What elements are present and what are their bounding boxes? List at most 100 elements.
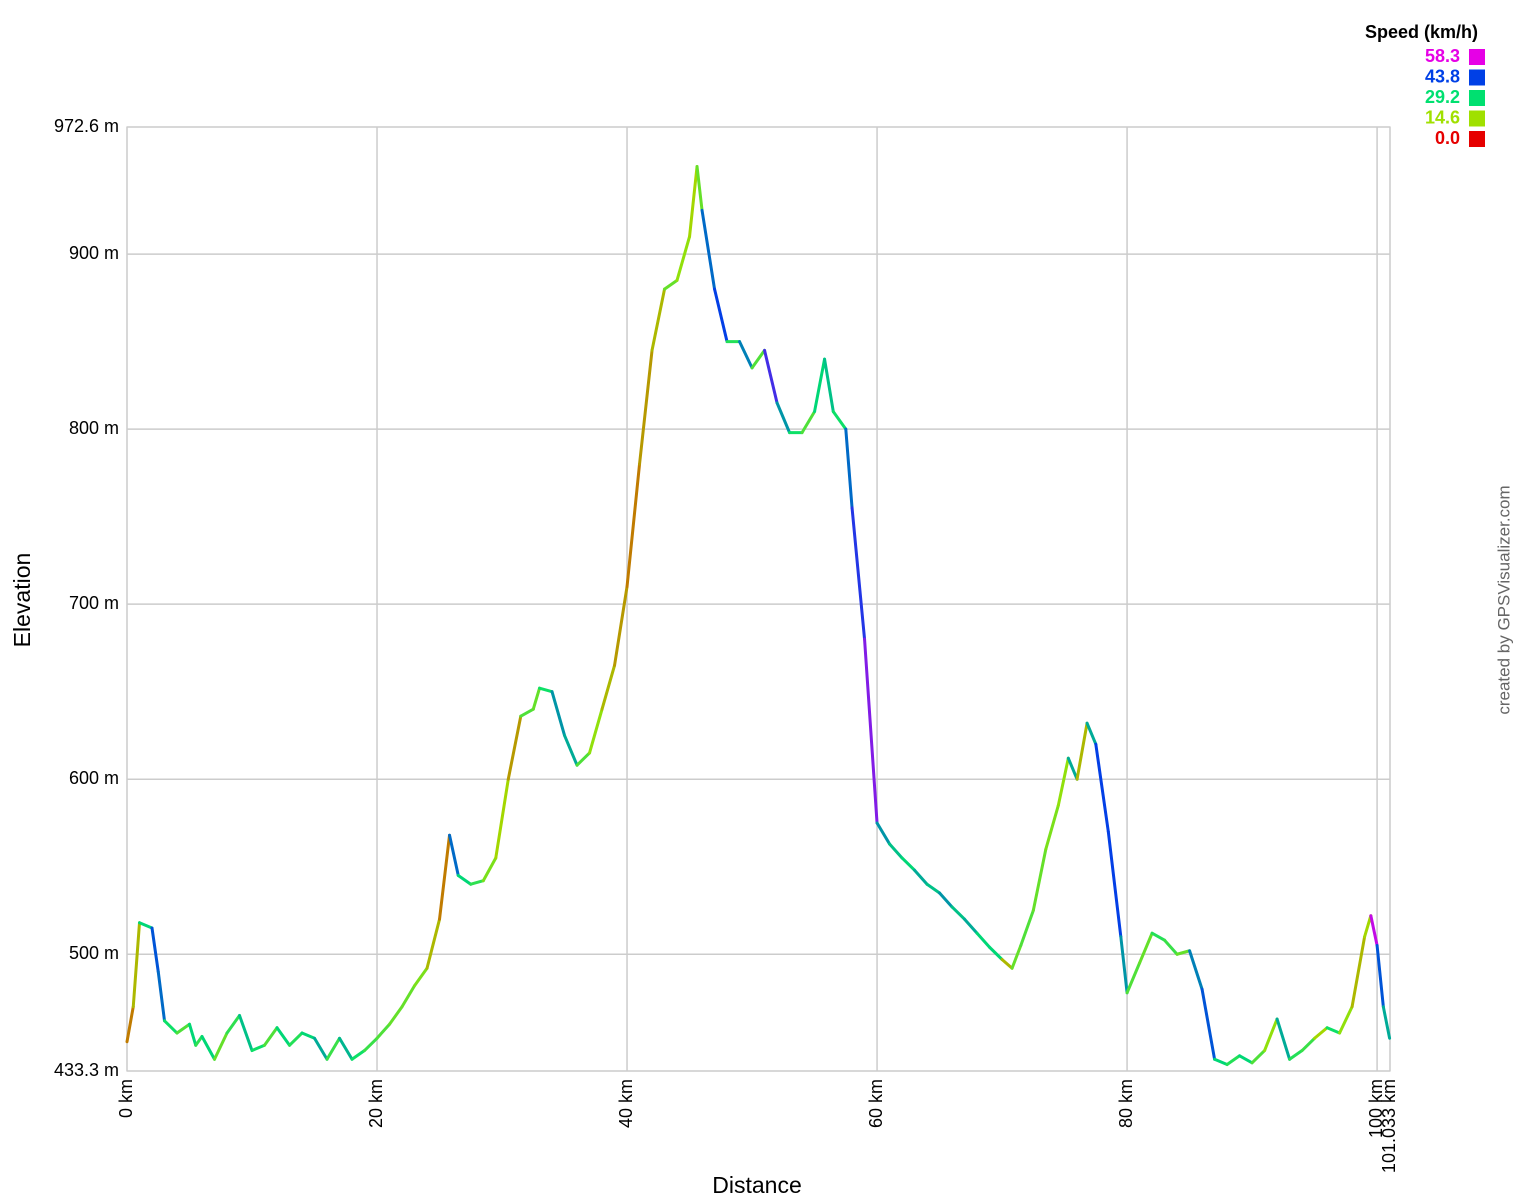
elevation-segment xyxy=(1350,935,1367,1009)
elevation-segment xyxy=(1288,1049,1304,1061)
elevation-segment xyxy=(194,1035,204,1047)
elevation-segment xyxy=(1000,957,1014,970)
elevation-segment xyxy=(950,905,967,921)
legend-label: 29.2 xyxy=(1425,87,1460,107)
credit: created by GPSVisualizer.com xyxy=(1494,485,1513,714)
elevation-segment xyxy=(448,833,460,877)
elevation-segment xyxy=(1238,1054,1254,1065)
y-tick-label: 900 m xyxy=(69,243,119,263)
elevation-segment xyxy=(850,506,867,641)
x-axis-label: Distance xyxy=(712,1172,801,1198)
elevation-segment xyxy=(700,208,717,291)
elevation-segment xyxy=(363,1036,379,1053)
elevation-segment xyxy=(600,663,617,711)
elevation-segment xyxy=(413,966,429,988)
elevation-segment xyxy=(1381,1005,1392,1040)
elevation-segment xyxy=(925,882,942,895)
elevation-segment xyxy=(550,690,567,737)
elevation-segment xyxy=(650,287,667,352)
elevation-segment xyxy=(588,707,604,755)
elevation-segment xyxy=(188,1022,198,1047)
elevation-segment xyxy=(844,427,854,510)
x-tick-label: 80 km xyxy=(1116,1079,1136,1128)
y-tick-label: 700 m xyxy=(69,593,119,613)
elevation-segment xyxy=(1075,721,1089,781)
elevation-segment xyxy=(963,917,979,935)
elevation-segment xyxy=(888,842,904,860)
elevation-segment xyxy=(823,357,835,414)
elevation-segment xyxy=(225,1014,242,1035)
x-tick-label: 101.033 km xyxy=(1379,1079,1399,1173)
elevation-segment xyxy=(975,931,992,949)
elevation-segment xyxy=(1250,1049,1267,1065)
elevation-segment xyxy=(775,401,792,435)
elevation-segment xyxy=(375,1022,392,1040)
elevation-segment xyxy=(750,348,767,370)
elevation-segment xyxy=(1044,803,1060,851)
elevation-segment xyxy=(675,235,692,282)
elevation-segment xyxy=(300,1031,317,1040)
elevation-segment xyxy=(388,1005,404,1026)
x-tick-label: 0 km xyxy=(116,1079,136,1118)
elevation-segment xyxy=(125,1005,135,1044)
elevation-segment xyxy=(1325,1026,1342,1035)
elevation-segment xyxy=(506,714,523,781)
elevation-segment xyxy=(1056,756,1070,807)
elevation-segment xyxy=(738,340,754,370)
plot-area xyxy=(126,126,1391,1072)
elevation-segment xyxy=(1010,943,1023,970)
y-tick-label: 800 m xyxy=(69,418,119,438)
elevation-segment xyxy=(1363,914,1373,939)
elevation-segment xyxy=(1300,1036,1317,1053)
elevation-segment xyxy=(1031,847,1048,912)
elevation-segment xyxy=(438,833,452,921)
elevation-segment xyxy=(131,921,142,1009)
elevation-segment xyxy=(688,165,699,239)
elevation-segment xyxy=(938,891,954,909)
elevation-segment xyxy=(456,873,473,886)
elevation-segment xyxy=(1188,949,1204,991)
elevation-segment xyxy=(695,165,704,212)
elevation-segment xyxy=(1200,987,1217,1061)
elevation-segment xyxy=(325,1036,342,1061)
elevation-segment xyxy=(713,287,729,344)
elevation-segment xyxy=(800,410,817,435)
elevation-segment xyxy=(1275,1017,1292,1061)
y-tick-label: 433.3 m xyxy=(54,1060,119,1080)
elevation-segment xyxy=(1119,935,1129,995)
elevation-segment xyxy=(494,777,510,860)
elevation-segment xyxy=(875,821,892,846)
elevation-segment xyxy=(625,462,642,589)
elevation-segment xyxy=(469,879,485,886)
elevation-segment xyxy=(538,686,554,694)
elevation-segment xyxy=(400,984,417,1009)
elevation-segment xyxy=(663,278,679,291)
legend-swatch xyxy=(1469,49,1485,65)
elevation-segment xyxy=(1125,961,1142,995)
elevation-segment xyxy=(288,1031,304,1047)
legend-title: Speed (km/h) xyxy=(1365,22,1478,42)
elevation-segment xyxy=(250,1043,267,1053)
elevation-segment xyxy=(238,1014,254,1053)
elevation-segment xyxy=(1085,721,1098,746)
elevation-segment xyxy=(175,1022,192,1035)
elevation-segment xyxy=(831,410,848,431)
y-tick-label: 972.6 m xyxy=(54,116,119,136)
elevation-segment xyxy=(813,357,827,414)
legend-label: 14.6 xyxy=(1425,107,1460,127)
y-tick-label: 600 m xyxy=(69,768,119,788)
elevation-segment xyxy=(519,707,535,718)
x-tick-label: 60 km xyxy=(866,1079,886,1128)
elevation-segment xyxy=(213,1031,229,1061)
elevation-segment xyxy=(1213,1057,1229,1067)
elevation-segment xyxy=(163,1019,179,1035)
y-tick-label: 500 m xyxy=(69,943,119,963)
elevation-segment xyxy=(613,585,629,667)
elevation-segment xyxy=(988,945,1004,961)
elevation-segment xyxy=(763,348,779,405)
elevation-segment xyxy=(1150,931,1167,942)
legend-label: 43.8 xyxy=(1425,66,1460,86)
legend-swatch xyxy=(1469,110,1485,127)
elevation-segment xyxy=(1225,1054,1242,1067)
elevation-segment xyxy=(350,1049,367,1061)
